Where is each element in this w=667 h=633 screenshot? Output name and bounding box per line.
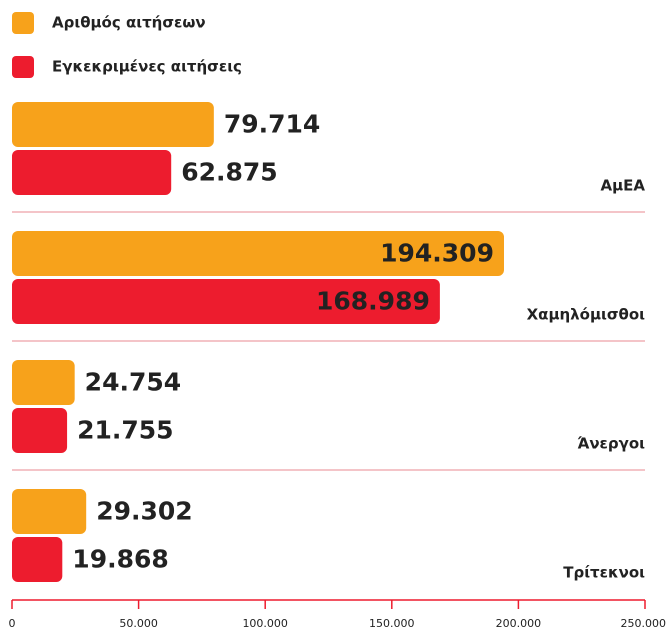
value-label: 168.989 [316,287,430,316]
bar [12,537,63,582]
value-label: 24.754 [85,368,181,397]
category-label: Τρίτεκνοι [563,564,645,582]
x-tick-label: 150.000 [369,617,415,630]
category-label: Άνεργοι [577,435,645,453]
bar [12,489,87,534]
legend-label: Αριθμός αιτήσεων [52,14,206,32]
category-label: Χαμηλόμισθοι [527,306,646,324]
legend-swatch [12,12,34,34]
value-label: 194.309 [380,239,494,268]
value-label: 62.875 [181,158,277,187]
bar [12,150,172,195]
x-tick-label: 50.000 [119,617,158,630]
x-tick-label: 250.000 [621,617,667,630]
value-label: 29.302 [96,497,192,526]
bar [12,231,504,276]
bar [12,102,214,147]
x-tick-label: 100.000 [242,617,288,630]
x-tick-label: 0 [9,617,16,630]
value-label: 19.868 [72,545,168,574]
bar [12,279,440,324]
legend-swatch [12,56,34,78]
value-label: 79.714 [224,110,320,139]
value-label: 21.755 [77,416,173,445]
bar [12,360,75,405]
category-label: ΑμΕΑ [600,177,645,195]
legend-label: Εγκεκριμένες αιτήσεις [52,58,242,76]
bar [12,408,68,453]
x-tick-label: 200.000 [496,617,542,630]
